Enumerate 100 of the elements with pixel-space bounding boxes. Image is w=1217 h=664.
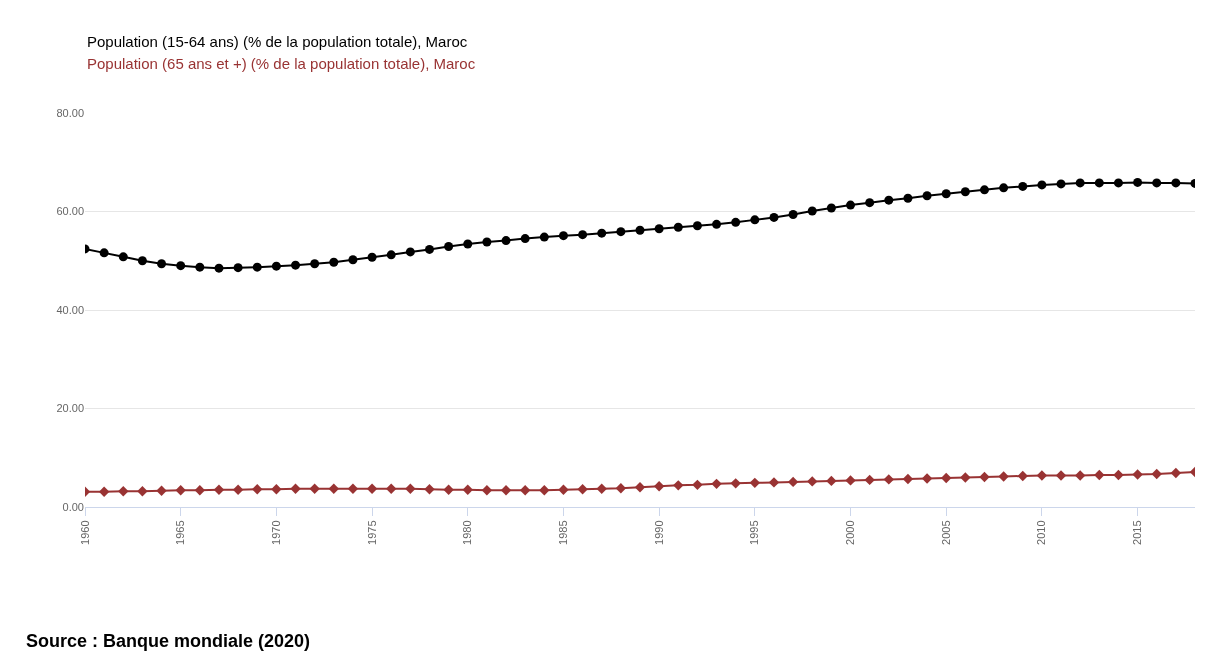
point (405, 483, 416, 494)
point (558, 231, 568, 241)
point (1056, 179, 1066, 189)
y-tick-label: 0.00 (62, 500, 84, 513)
point (1094, 178, 1104, 188)
x-tick-label: 1965 (174, 520, 187, 545)
point (883, 474, 894, 485)
point (176, 261, 186, 271)
point (692, 479, 703, 491)
point (386, 250, 396, 260)
point (921, 473, 933, 484)
x-tick-label: 1995 (748, 520, 761, 545)
point (902, 473, 914, 485)
point (213, 484, 225, 495)
point (1037, 180, 1047, 190)
point (462, 484, 473, 495)
point (99, 248, 109, 258)
point (999, 183, 1009, 193)
point (998, 471, 1009, 482)
point (1055, 470, 1067, 481)
point (768, 477, 780, 488)
point (1152, 178, 1162, 188)
point (271, 484, 282, 495)
point (214, 263, 224, 273)
point (1036, 470, 1048, 481)
point (137, 256, 147, 266)
point (1133, 177, 1143, 187)
text: Population (15-64 ans) (% de la population totale), Maroc (87, 33, 468, 50)
point (787, 476, 799, 488)
point (596, 483, 607, 494)
point (673, 480, 684, 491)
point (463, 239, 473, 249)
x-tick-label: 2010 (1035, 520, 1048, 545)
point (654, 224, 664, 234)
point (444, 241, 454, 251)
point (730, 478, 741, 489)
point (692, 221, 702, 231)
point (347, 483, 359, 494)
x-tick-label: 1980 (461, 520, 474, 545)
point (903, 193, 913, 203)
point (175, 485, 186, 496)
point (309, 483, 320, 494)
point (157, 259, 167, 269)
point (846, 200, 856, 210)
point (807, 476, 818, 487)
point (310, 259, 320, 269)
point (367, 252, 377, 262)
point (653, 481, 665, 492)
point (290, 483, 301, 494)
point (443, 484, 454, 495)
point (616, 227, 626, 237)
point (366, 483, 378, 494)
point (1170, 467, 1182, 479)
point (960, 472, 971, 483)
point (1075, 178, 1085, 188)
point (1113, 469, 1124, 481)
x-tick-label: 1970 (269, 520, 282, 545)
point (329, 257, 339, 267)
point (941, 472, 952, 484)
point (615, 483, 627, 494)
point (826, 475, 837, 487)
point (769, 212, 779, 222)
point (941, 189, 951, 199)
x-tick-label: 2015 (1131, 520, 1144, 545)
point (1171, 178, 1181, 188)
point (195, 262, 205, 272)
point (634, 482, 646, 493)
point (845, 475, 856, 486)
point (328, 483, 339, 494)
y-tick-label: 40.00 (56, 303, 84, 316)
y-tick-label: 20.00 (56, 402, 84, 415)
x-tick-label: 1990 (652, 520, 665, 545)
point (233, 263, 243, 273)
point (807, 206, 817, 216)
y-tick-label: 80.00 (56, 106, 84, 119)
x-tick-label: 1975 (365, 520, 378, 545)
point (520, 234, 530, 244)
point (481, 485, 493, 496)
point (712, 219, 722, 229)
point (979, 471, 990, 483)
point (864, 474, 875, 486)
point (482, 237, 492, 247)
point (788, 209, 798, 219)
point (1151, 468, 1162, 480)
point (1074, 470, 1086, 481)
point (979, 185, 989, 195)
point (118, 252, 128, 262)
point (558, 484, 569, 495)
point (271, 261, 281, 271)
point (750, 215, 760, 225)
point (424, 484, 435, 495)
point (673, 222, 683, 232)
point (1094, 469, 1105, 481)
point (577, 484, 588, 495)
point (711, 478, 722, 490)
point (291, 260, 301, 270)
point (826, 203, 836, 213)
point (405, 247, 415, 257)
point (884, 195, 894, 205)
point (252, 484, 263, 495)
